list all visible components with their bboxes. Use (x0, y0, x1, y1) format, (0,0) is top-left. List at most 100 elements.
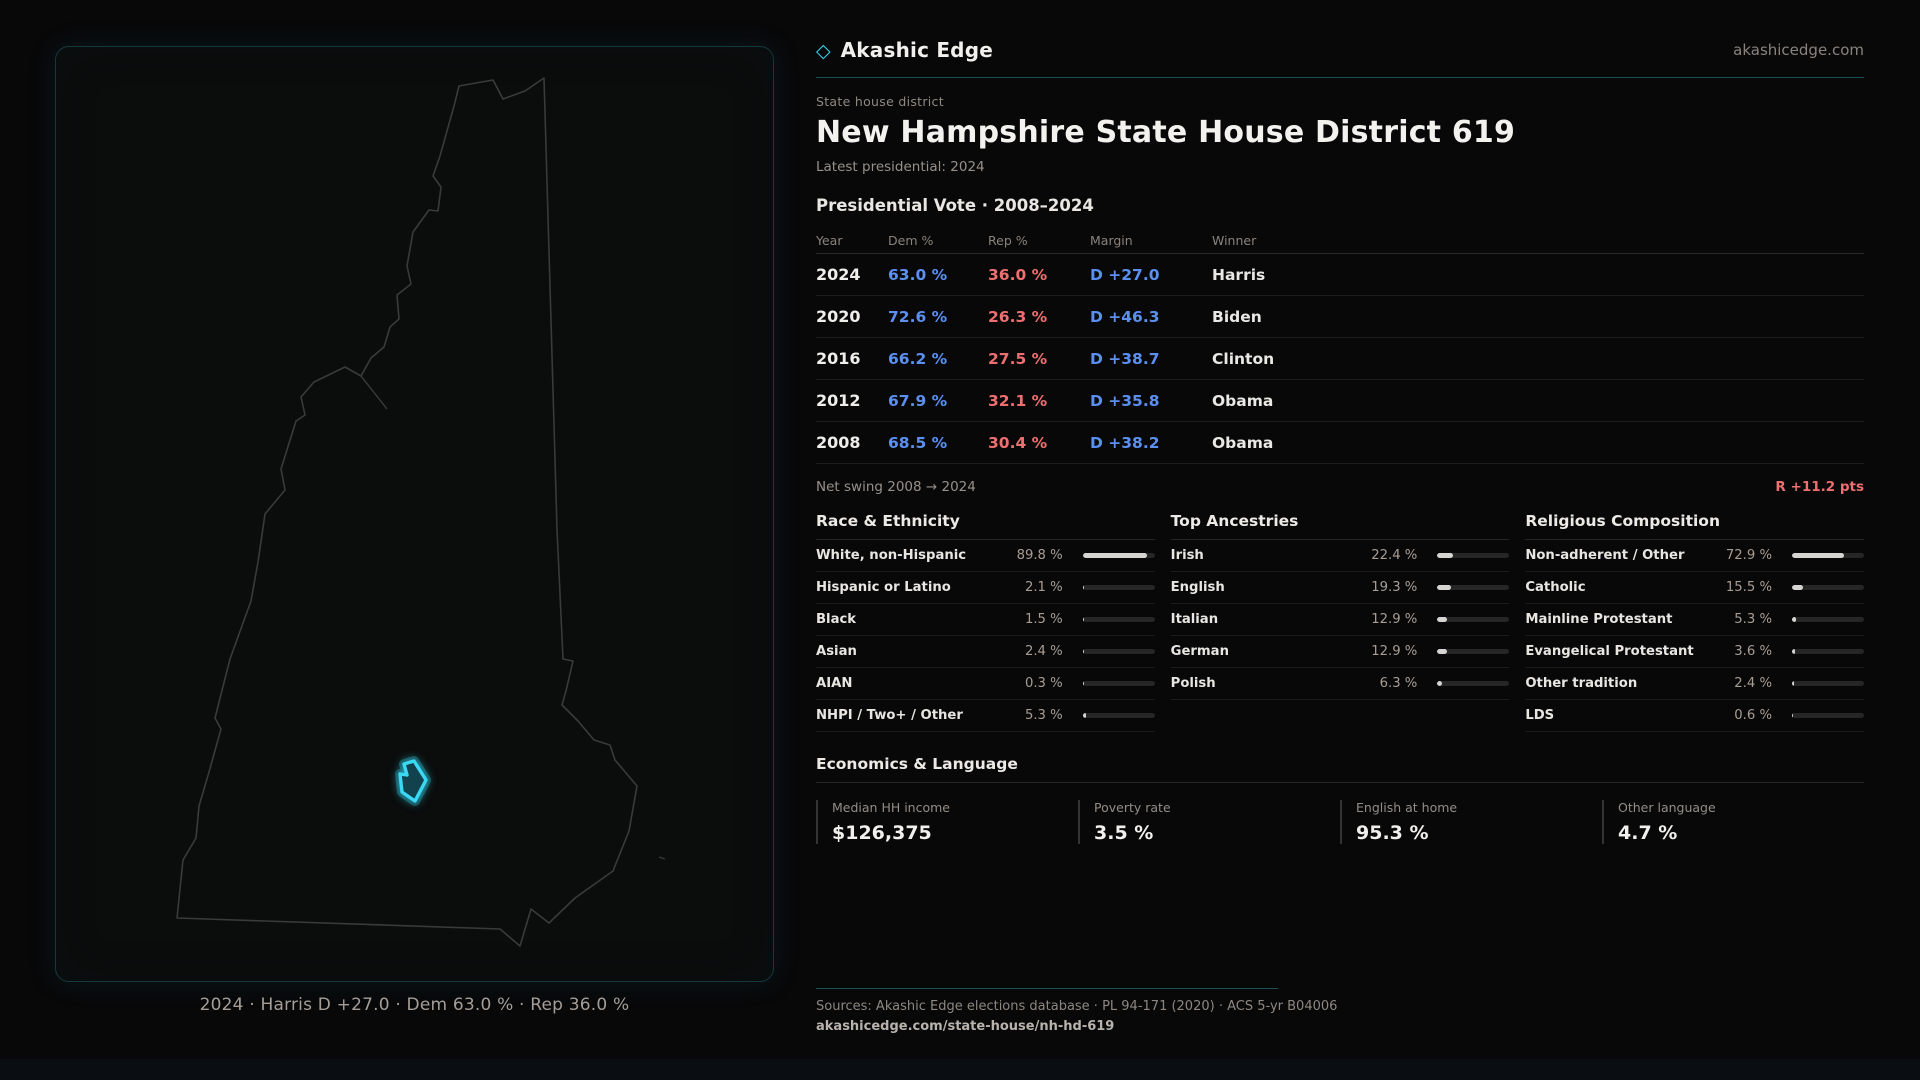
demographic-bar-fill (1082, 713, 1087, 718)
demographic-value: 3.6 % (1734, 644, 1772, 659)
vote-margin: D +38.2 (1090, 433, 1160, 452)
vote-table-row: 2024 63.0 % 36.0 % D +27.0 Harris (816, 254, 1864, 296)
vote-rep-pct: 27.5 % (988, 349, 1048, 368)
demographic-row: German 12.9 % (1170, 636, 1510, 668)
demographic-label: LDS (1525, 708, 1555, 723)
brand: ◇ Akashic Edge (816, 38, 993, 62)
demographic-label: Mainline Protestant (1525, 612, 1673, 627)
vote-year: 2012 (816, 391, 861, 410)
sources-text: Sources: Akashic Edge elections database… (816, 999, 1338, 1014)
bottom-strip (0, 1059, 1920, 1080)
demographic-bar-fill (1082, 649, 1085, 654)
net-swing-value: R +11.2 pts (1775, 479, 1864, 495)
demographic-label: Irish (1170, 548, 1204, 563)
stat-label: Poverty rate (1094, 800, 1171, 815)
demographic-bar-fill (1082, 585, 1085, 590)
demographic-bar-fill (1082, 617, 1084, 622)
demographic-value: 15.5 % (1725, 580, 1772, 595)
demographic-value: 2.1 % (1024, 580, 1063, 595)
vote-rep-pct: 30.4 % (988, 433, 1048, 452)
demographic-row: Non-adherent / Other 72.9 % (1525, 540, 1864, 572)
demographic-bar-track (1791, 617, 1864, 622)
demographic-bar-fill (1791, 553, 1845, 558)
demographic-label: Hispanic or Latino (816, 580, 951, 595)
demographic-bar-track (1791, 585, 1864, 590)
district-shape-highlight[interactable] (398, 759, 428, 803)
vote-table-title: Presidential Vote · 2008–2024 (816, 196, 1094, 215)
permalink[interactable]: akashicedge.com/state-house/nh-hd-619 (816, 1019, 1115, 1034)
brand-domain-link[interactable]: akashicedge.com (1733, 41, 1864, 59)
demographic-value: 0.6 % (1734, 708, 1772, 723)
vote-dem-pct: 63.0 % (888, 265, 948, 284)
top-ancestries-list: Irish 22.4 % English 19.3 % Italian 12.9 % Ger… (1170, 540, 1510, 700)
nh-state-outline (176, 77, 638, 947)
stat-label: Other language (1618, 800, 1716, 815)
vote-margin: D +38.7 (1090, 349, 1160, 368)
demographic-bar-fill (1791, 585, 1804, 590)
demographic-row: Other tradition 2.4 % (1525, 668, 1864, 700)
demographic-bar-fill (1437, 553, 1454, 558)
demographic-row: Evangelical Protestant 3.6 % (1525, 636, 1864, 668)
new-hampshire-map (176, 77, 666, 947)
demographic-label: Catholic (1525, 580, 1586, 595)
vote-winner: Obama (1212, 391, 1274, 410)
header-separator (816, 77, 1864, 78)
latest-presidential-label: Latest presidential: 2024 (816, 159, 985, 175)
demographic-label: Other tradition (1525, 676, 1638, 691)
demographic-row: NHPI / Two+ / Other 5.3 % (816, 700, 1155, 732)
vote-dem-pct: 66.2 % (888, 349, 948, 368)
demographic-label: English (1170, 580, 1225, 595)
demographic-bar-fill (1437, 617, 1447, 622)
demographic-row: LDS 0.6 % (1525, 700, 1864, 732)
demographic-bar-track (1082, 681, 1155, 686)
demographic-row: Polish 6.3 % (1170, 668, 1510, 700)
stat-label: Median HH income (832, 800, 950, 815)
economics-stats-row: Median HH income $126,375 Poverty rate 3.5 … (816, 800, 1864, 844)
vote-winner: Clinton (1212, 349, 1275, 368)
demographic-row: Catholic 15.5 % (1525, 572, 1864, 604)
demographic-label: German (1170, 644, 1229, 659)
demographic-bar-track (1437, 681, 1510, 686)
vote-dem-pct: 72.6 % (888, 307, 948, 326)
footer: Sources: Akashic Edge elections database… (816, 988, 1864, 1034)
demographic-value: 2.4 % (1734, 676, 1772, 691)
religious-composition-column: Religious Composition Non-adherent / Oth… (1525, 512, 1864, 732)
presidential-vote-table: Year Dem % Rep % Margin Winner 2024 63.0 … (816, 227, 1864, 464)
demographic-bar-track (1082, 617, 1155, 622)
demographic-value: 5.3 % (1734, 612, 1772, 627)
vote-table-body: 2024 63.0 % 36.0 % D +27.0 Harris 2020 72.6 % 2… (816, 254, 1864, 464)
vote-dem-pct: 68.5 % (888, 433, 948, 452)
footer-separator (816, 988, 1278, 989)
header: ◇ Akashic Edge akashicedge.com (816, 38, 1864, 62)
col-dem: Dem % (888, 232, 934, 248)
diamond-icon: ◇ (816, 39, 831, 62)
vote-winner: Biden (1212, 307, 1262, 326)
demographic-row: Mainline Protestant 5.3 % (1525, 604, 1864, 636)
demographic-value: 1.5 % (1024, 612, 1063, 627)
map-caption: 2024 · Harris D +27.0 · Dem 63.0 % · Rep… (199, 995, 630, 1015)
nh-river-stub (360, 375, 388, 410)
demographic-bar-track (1437, 649, 1510, 654)
demographic-label: White, non-Hispanic (816, 548, 967, 563)
demographic-row: Hispanic or Latino 2.1 % (816, 572, 1155, 604)
demographic-label: Asian (816, 644, 857, 659)
page-title: New Hampshire State House District 619 (816, 115, 1516, 150)
vote-margin: D +35.8 (1090, 391, 1160, 410)
brand-name: Akashic Edge (840, 38, 993, 62)
race-ethnicity-list: White, non-Hispanic 89.8 % Hispanic or Lat… (816, 540, 1155, 732)
top-ancestries-title: Top Ancestries (1170, 512, 1510, 540)
demographics-grid: Race & Ethnicity White, non-Hispanic 89.8… (816, 512, 1864, 732)
demographic-label: Evangelical Protestant (1525, 644, 1694, 659)
demographic-bar-fill (1437, 681, 1442, 686)
district-map-panel (55, 46, 774, 982)
demographic-bar-track (1791, 553, 1864, 558)
demographic-row: White, non-Hispanic 89.8 % (816, 540, 1155, 572)
economics-stat: English at home 95.3 % (1340, 800, 1602, 844)
demographic-label: Italian (1170, 612, 1219, 627)
stat-value: 4.7 % (1618, 822, 1678, 844)
demographic-label: NHPI / Two+ / Other (816, 708, 963, 723)
stat-value: $126,375 (832, 822, 932, 844)
demographic-value: 5.3 % (1024, 708, 1063, 723)
demographic-row: AIAN 0.3 % (816, 668, 1155, 700)
vote-table-row: 2012 67.9 % 32.1 % D +35.8 Obama (816, 380, 1864, 422)
